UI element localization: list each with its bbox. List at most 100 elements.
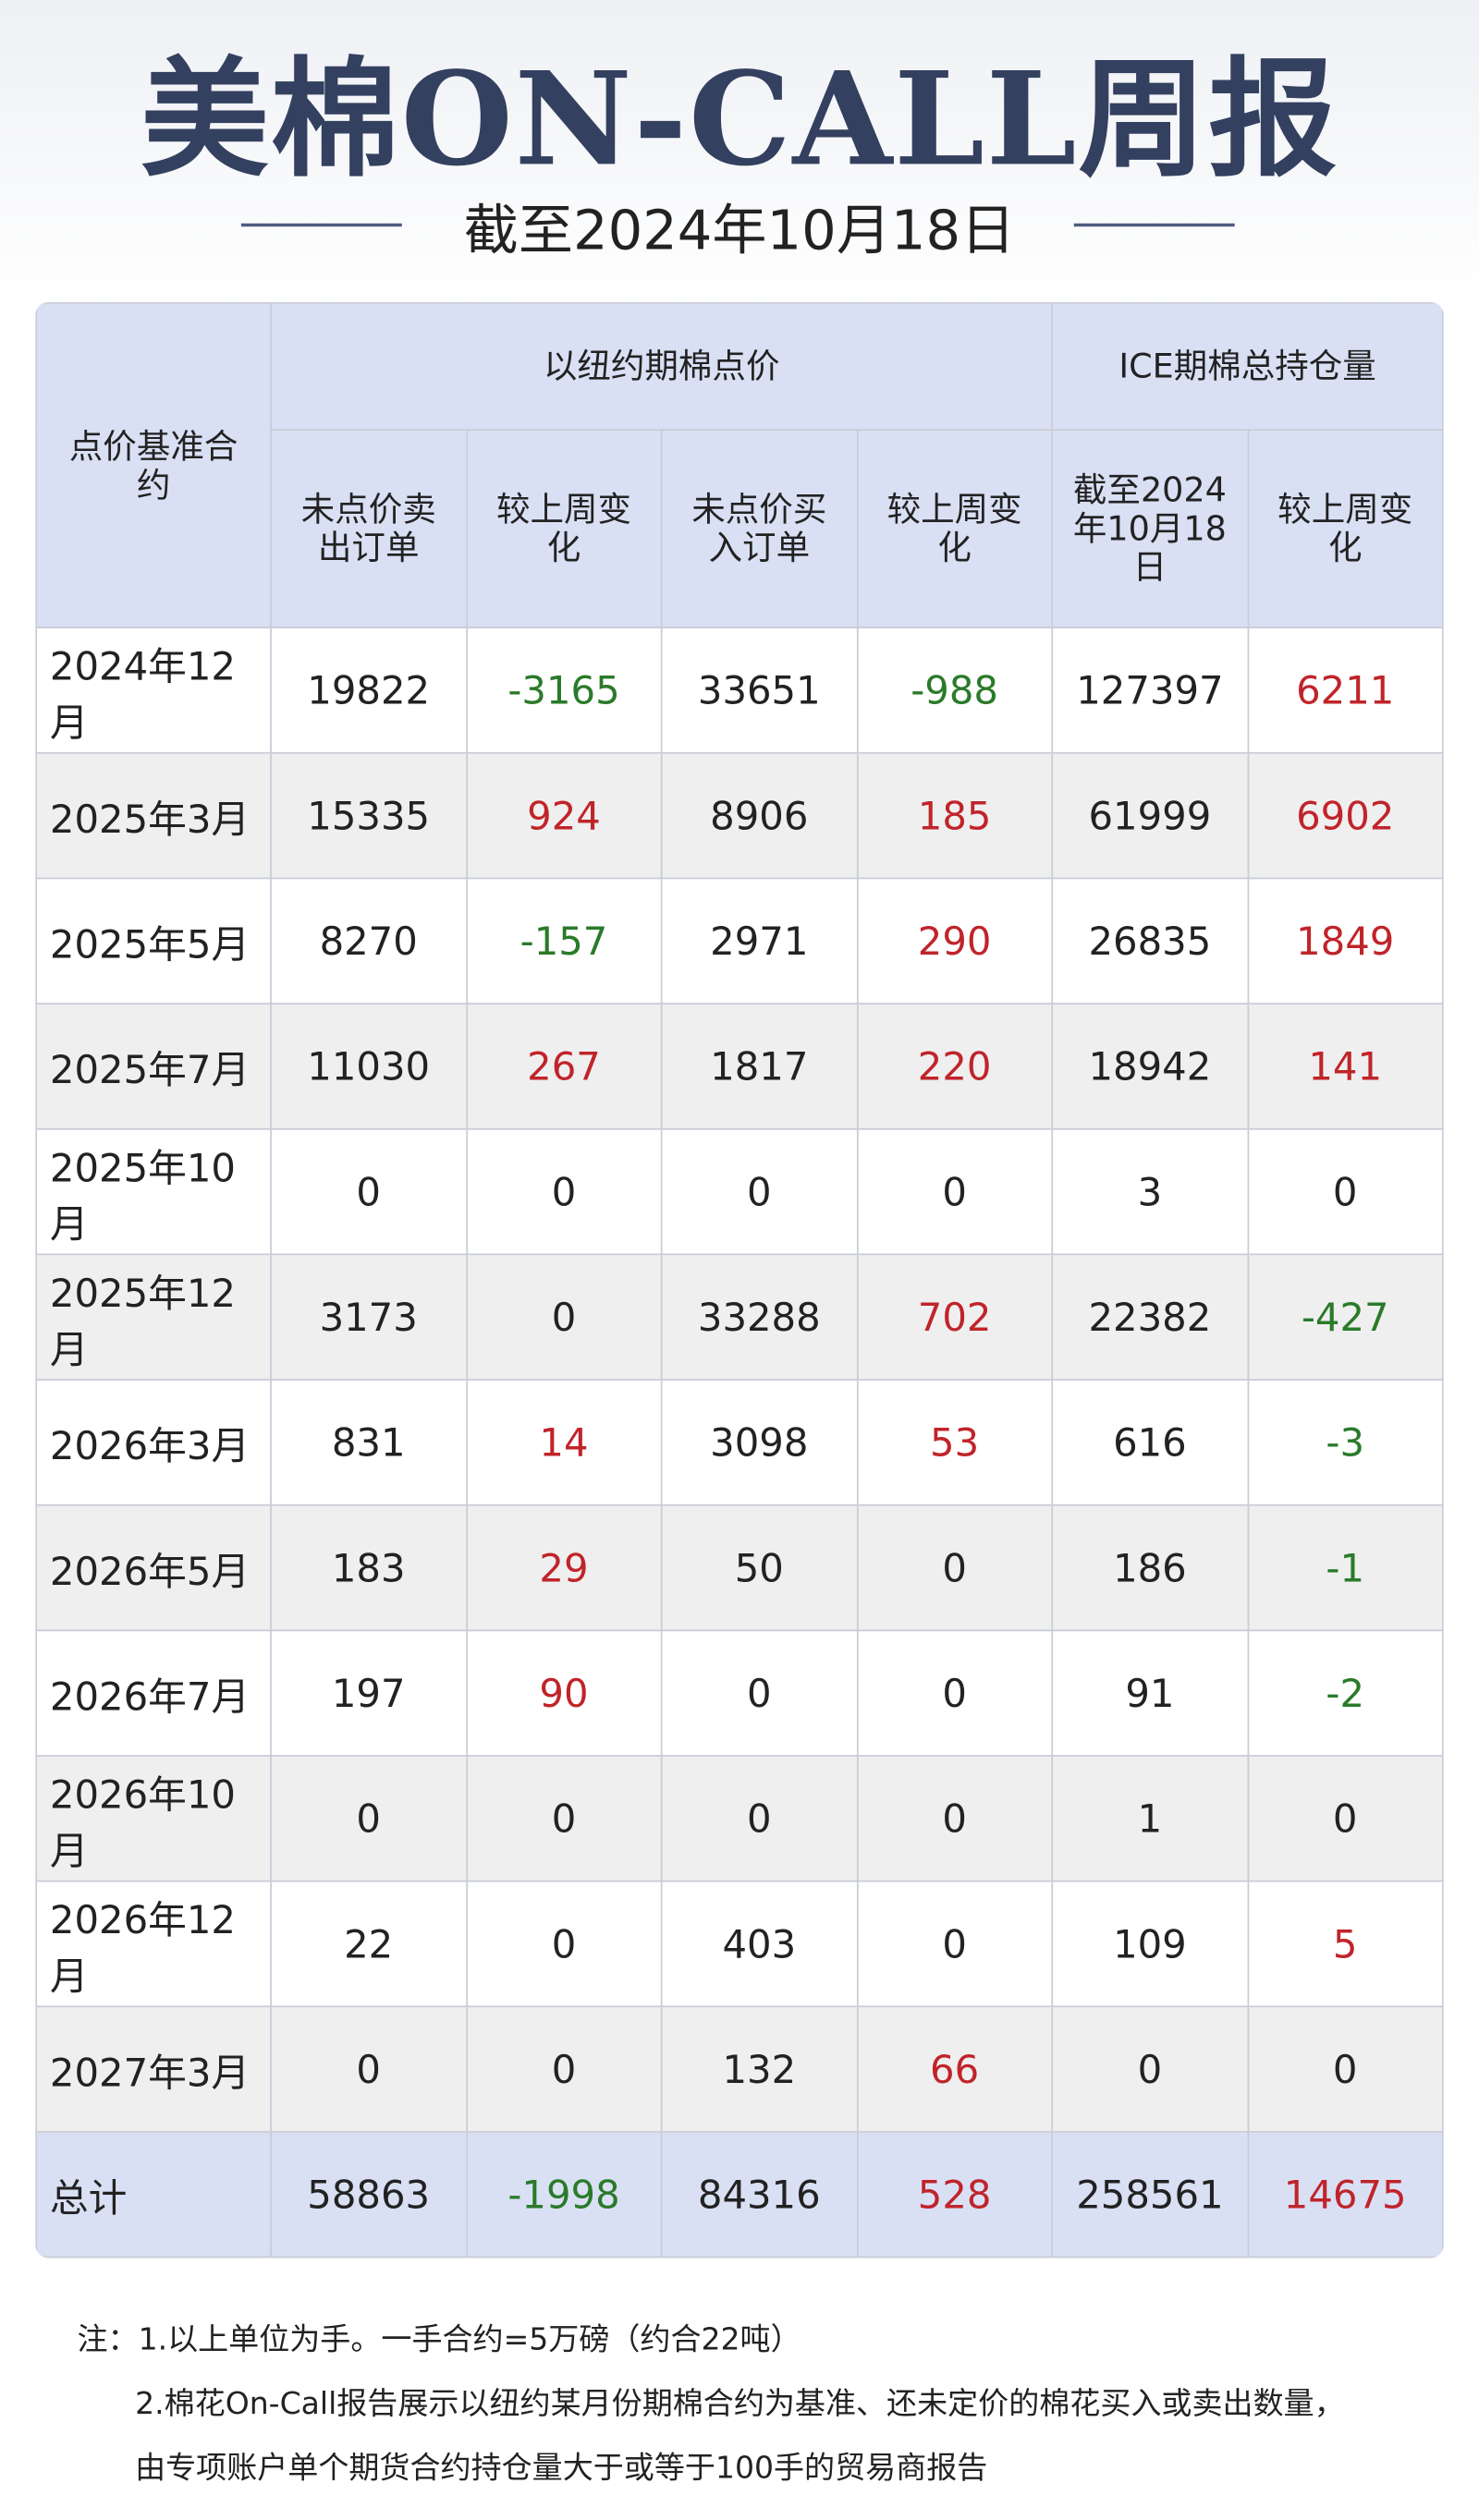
cell: 290 xyxy=(856,877,1054,1004)
table-row: 2025年10月 0 0 0 0 3 0 xyxy=(35,1127,1444,1256)
table-row: 总计 58863 -1998 84316 528 258561 14675 xyxy=(35,2131,1444,2258)
cell: 0 xyxy=(660,1127,858,1256)
divider xyxy=(240,223,402,227)
column-header: 截至2024年10月18日 xyxy=(1051,429,1249,628)
table-row: 2026年10月 0 0 0 0 1 0 xyxy=(35,1755,1444,1882)
cell: 528 xyxy=(856,2131,1054,2258)
cell: 0 xyxy=(270,1127,468,1256)
cell: 0 xyxy=(1246,2005,1444,2133)
row-label: 总计 xyxy=(35,2131,272,2258)
data-table: 点价基准合约 以纽约期棉点价 ICE期棉总持仓量 未点价卖出订单 较上周变化 未点价… xyxy=(35,301,1444,2258)
cell: 132 xyxy=(660,2005,858,2133)
cell: 0 xyxy=(856,1629,1054,1757)
cell: -2 xyxy=(1246,1629,1444,1757)
cell: 3 xyxy=(1051,1127,1249,1256)
cell: 702 xyxy=(856,1253,1054,1381)
table-row: 2025年3月 15335 924 8906 185 61999 6902 xyxy=(35,751,1444,880)
cell: 6902 xyxy=(1246,751,1444,880)
cell: 127397 xyxy=(1051,627,1249,754)
cell: -1 xyxy=(1246,1503,1444,1632)
table-row: 2026年3月 831 14 3098 53 616 -3 xyxy=(35,1379,1444,1506)
column-header: 较上周变化 xyxy=(1246,429,1444,628)
cell: 183 xyxy=(270,1503,468,1632)
cell: 15335 xyxy=(270,751,468,880)
note: 2.棉花On-Call报告展示以纽约某月份期棉合约为基准、还未定价的棉花买入或卖… xyxy=(135,2386,1345,2487)
cell: -988 xyxy=(856,627,1054,754)
cell: 0 xyxy=(465,1253,663,1381)
row-label: 2025年7月 xyxy=(35,1003,272,1130)
row-label: 2027年3月 xyxy=(35,2005,272,2133)
cell: 258561 xyxy=(1051,2131,1249,2258)
cell: 0 xyxy=(1246,1127,1444,1256)
cell: 267 xyxy=(465,1003,663,1130)
row-label: 2025年10月 xyxy=(35,1127,272,1256)
table-row: 2024年12月 19822 -3165 33651 -988 127397 6211 xyxy=(35,627,1444,754)
cell: 58863 xyxy=(270,2131,468,2258)
cell: 831 xyxy=(270,1379,468,1506)
cell: -427 xyxy=(1246,1253,1444,1381)
table-row: 2025年5月 8270 -157 2971 290 26835 1849 xyxy=(35,877,1444,1004)
title: 美棉ON-CALL周报 xyxy=(140,43,1339,195)
cell: 29 xyxy=(465,1503,663,1632)
cell: 109 xyxy=(1051,1880,1249,2008)
cell: 616 xyxy=(1051,1379,1249,1506)
cell: 0 xyxy=(856,1880,1054,2008)
cell: 0 xyxy=(1051,2005,1249,2133)
cell: 91 xyxy=(1051,1629,1249,1757)
corner-header: 点价基准合约 xyxy=(35,301,272,628)
cell: 0 xyxy=(660,1755,858,1882)
cell: 53 xyxy=(856,1379,1054,1506)
cell: 26835 xyxy=(1051,877,1249,1004)
cell: 220 xyxy=(856,1003,1054,1130)
cell: 22 xyxy=(270,1880,468,2008)
notes: 注：1.以上单位为手。一手合约=5万磅（约合22吨） 2.棉花On-Call报告展… xyxy=(77,2307,1347,2501)
cell: 0 xyxy=(856,1503,1054,1632)
cell: 8270 xyxy=(270,877,468,1004)
table-row: 2027年3月 0 0 132 66 0 0 xyxy=(35,2005,1444,2133)
group-header: 以纽约期棉点价 xyxy=(270,301,1054,432)
group-header: ICE期棉总持仓量 xyxy=(1051,301,1444,432)
cell: 924 xyxy=(465,751,663,880)
divider xyxy=(1073,223,1235,227)
cell: 18942 xyxy=(1051,1003,1249,1130)
cell: 11030 xyxy=(270,1003,468,1130)
cell: -1998 xyxy=(465,2131,663,2258)
cell: 6211 xyxy=(1246,627,1444,754)
row-label: 2026年12月 xyxy=(35,1880,272,2008)
row-label: 2024年12月 xyxy=(35,627,272,754)
row-label: 2026年3月 xyxy=(35,1379,272,1506)
table-row: 2026年7月 197 90 0 0 91 -2 xyxy=(35,1629,1444,1757)
cell: 14675 xyxy=(1246,2131,1444,2258)
cell: 0 xyxy=(270,2005,468,2133)
row-label: 2026年10月 xyxy=(35,1755,272,1882)
cell: 5 xyxy=(1246,1880,1444,2008)
row-label: 2025年12月 xyxy=(35,1253,272,1381)
cell: 141 xyxy=(1246,1003,1444,1130)
table-row: 2025年12月 3173 0 33288 702 22382 -427 xyxy=(35,1253,1444,1381)
cell: 3098 xyxy=(660,1379,858,1506)
cell: 33288 xyxy=(660,1253,858,1381)
cell: 403 xyxy=(660,1880,858,2008)
cell: -3 xyxy=(1246,1379,1444,1506)
table-row: 2026年5月 183 29 50 0 186 -1 xyxy=(35,1503,1444,1632)
cell: 0 xyxy=(465,1127,663,1256)
table-row: 2025年7月 11030 267 1817 220 18942 141 xyxy=(35,1003,1444,1130)
cell: 0 xyxy=(465,1880,663,2008)
row-label: 2025年3月 xyxy=(35,751,272,880)
cell: 197 xyxy=(270,1629,468,1757)
cell: 2971 xyxy=(660,877,858,1004)
cell: 0 xyxy=(1246,1755,1444,1882)
column-header: 未点价卖出订单 xyxy=(270,429,468,628)
cell: -157 xyxy=(465,877,663,1004)
cell: 33651 xyxy=(660,627,858,754)
cell: 0 xyxy=(465,2005,663,2133)
cell: 90 xyxy=(465,1629,663,1757)
cell: 22382 xyxy=(1051,1253,1249,1381)
column-header: 未点价买入订单 xyxy=(660,429,858,628)
cell: 19822 xyxy=(270,627,468,754)
note: 注：1.以上单位为手。一手合约=5万磅（约合22吨） xyxy=(77,2322,801,2358)
cell: 0 xyxy=(856,1127,1054,1256)
cell: 66 xyxy=(856,2005,1054,2133)
